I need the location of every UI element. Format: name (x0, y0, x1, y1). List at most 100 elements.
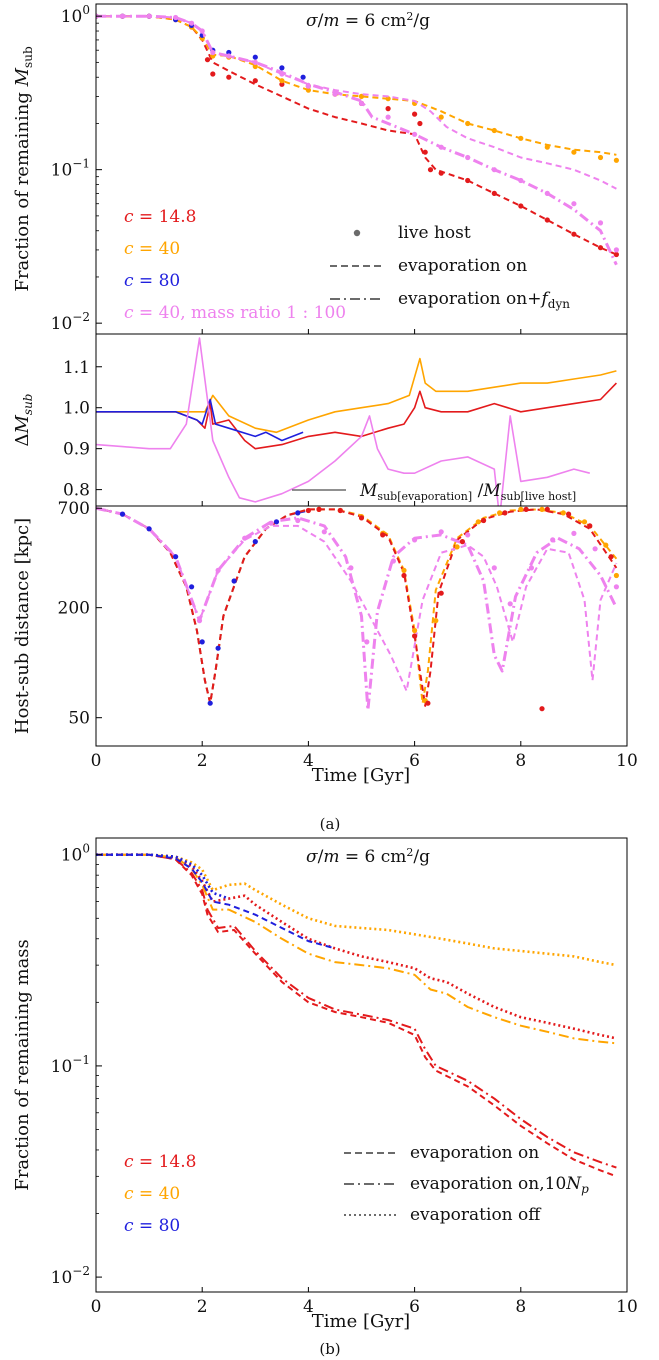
chart-a3-c-40-mass-ratio-1-100-point (613, 584, 620, 590)
chart-a1-c-80-point (279, 65, 285, 71)
chart-a3-c-14-8-point (502, 510, 508, 516)
chart-a3-c-80-point (207, 700, 213, 706)
legend-b-evapoff: evaporation off (410, 1205, 542, 1225)
y-axis-label-distance: Host-sub distance [kpc] (12, 518, 33, 734)
chart-a1-c-40-point (597, 154, 604, 161)
chart-a3-c-14-8-point (608, 554, 614, 560)
chart-a3-c-14-8-point (523, 506, 529, 512)
chart-a3-c-40-point (497, 510, 503, 516)
chart-a1-c-40-point (438, 114, 444, 120)
chart-a3-c-40-point (412, 627, 418, 634)
chart-a1-c-40-mass-ratio-1-100-point (385, 114, 391, 120)
x-axis-label-b: Time [Gyr] (312, 1311, 410, 1332)
chart-a1-c-40-mass-ratio-1-100-dash-line (96, 15, 617, 190)
chart-a3-c-80-point (273, 519, 280, 525)
chart-a1-c-40-dash-line (96, 15, 617, 156)
chart-a3-c-40-mass-ratio-1-100-point (438, 529, 444, 535)
legend-b-c14: c = 14.8 (124, 1152, 196, 1172)
legend-a-evap-fdyn: evaporation on+fdyn (398, 289, 570, 311)
chart-a1-c-14-8-point (226, 74, 232, 80)
chart-a3-c-14-8-point (358, 515, 365, 521)
chart-a1-c-40-point (613, 157, 620, 163)
chart-a3-c-14-8-point (438, 590, 444, 596)
legend-a-c40: c = 40 (124, 239, 180, 259)
chart-a1-c-14-8-point (417, 120, 423, 127)
chart-a3-c-80-dash-line (96, 507, 309, 705)
chart-a1-c-40-mass-ratio-1-100-point (571, 201, 577, 207)
chart-a3-c-80-point (252, 539, 258, 545)
chart-a3-c-80-point (146, 526, 152, 532)
chart-a3-c-14-8-point (401, 572, 407, 579)
x-tick-label: 10 (616, 751, 638, 771)
chart-a1-c-14-8-point (427, 167, 434, 173)
x-tick-label: 8 (515, 1297, 526, 1317)
caption-a: (a) (320, 815, 341, 833)
chart-a3-c-40-mass-ratio-1-100-point (215, 567, 221, 574)
chart-a3-c-40-dash-line (96, 507, 618, 705)
chart-a1-c-80-point (252, 54, 258, 60)
chart-a1-c-14-8-point (422, 149, 428, 155)
legend-a-live-host-marker (353, 229, 361, 237)
chart-a3-c-14-8-point (566, 511, 572, 517)
legend-a-c40-ratio: c = 40, mass ratio 1 : 100 (124, 303, 346, 323)
chart-a3-c-40-mass-ratio-1-100-point (465, 532, 471, 538)
chart-a2-c-40-mass-ratio-1-100-solid-line (96, 337, 590, 506)
chart-a3-c-40-point (613, 572, 620, 579)
x-tick-label: 0 (91, 751, 102, 771)
chart-a1-c-14-8-point (252, 78, 258, 84)
chart-a1-c-14-8-point (204, 57, 211, 63)
chart-a3-c-40-mass-ratio-1-100-point (348, 565, 354, 571)
chart-a3-c-40-point (539, 506, 545, 512)
chart-a1-c-14-8-point (210, 71, 216, 77)
chart-a1-c-14-8-point (279, 81, 285, 87)
chart-a3-c-80-point (189, 584, 195, 590)
chart-a3-c-80-point (173, 554, 179, 560)
chart-b-c-14-8-dash-line (96, 853, 617, 1178)
chart-b-c-80-dash-line (96, 853, 336, 950)
chart-a3-c-40-point (401, 567, 407, 574)
chart-a3-c-80-point (295, 510, 301, 516)
chart-a3-c-14-8-point (425, 700, 431, 706)
chart-a3-c-80-point (215, 645, 221, 651)
y-tick-label: 10−2 (51, 310, 90, 334)
chart-a1-c-40-mass-ratio-1-100-point (597, 220, 604, 226)
y-tick-label: 1.1 (63, 358, 90, 378)
panel-a-frame (95, 3, 628, 747)
y-axis-label-fraction-msub: Fraction of remaining Msub (12, 46, 35, 292)
legend-a-evap: evaporation on (398, 256, 527, 276)
chart-a3-c-40-mass-ratio-1-100-point (295, 517, 301, 524)
chart-a3-c-40-point (581, 519, 588, 525)
y-tick-label: 1.0 (63, 399, 90, 419)
y-axis-label-delta-msub: ΔMsub (12, 393, 35, 446)
chart-a3-c-40-mass-ratio-1-100-point (196, 618, 203, 624)
panel-b-title: σ/m = 6 cm2/g (306, 846, 430, 867)
y-tick-label: 50 (68, 709, 90, 729)
legend-b-evap: evaporation on (410, 1143, 539, 1163)
chart-a3-c-40-mass-ratio-1-100-point (321, 529, 327, 535)
caption-b: (b) (319, 1340, 340, 1358)
y-tick-label: 10−2 (51, 1264, 90, 1288)
chart-a3-c-40-point (454, 544, 460, 550)
chart-a3-c-40-mass-ratio-1-100-point (242, 535, 248, 541)
chart-a3-c-14-8-point (412, 633, 418, 639)
panel-a-delta-msub (96, 337, 617, 506)
chart-a3-c-40-mass-ratio-1-100-point (268, 520, 274, 526)
chart-a3-c-80-point (119, 511, 126, 517)
chart-a1-c-40-point (571, 149, 577, 155)
y-tick-label: 10−1 (51, 157, 90, 181)
y-tick-label: 0.9 (63, 440, 90, 460)
chart-b-c-80-dot-line (96, 853, 230, 900)
chart-a1-c-14-8-dash-line (96, 15, 617, 256)
chart-a3-c-40-point (560, 510, 566, 516)
y-tick-label: 100 (61, 842, 90, 866)
chart-a3-c-14-8-point (380, 532, 386, 538)
legend-b-evap10: evaporation on,10Np (410, 1174, 589, 1196)
chart-a1-c-14-8-point (412, 111, 418, 117)
x-tick-label: 6 (409, 1297, 420, 1317)
y-tick-label: 700 (58, 499, 90, 519)
chart-a2-c-80-solid-line (96, 398, 304, 442)
axes-ticks: 100 10−1 10−2 0.8 0.9 1.0 1.1 0 2 4 6 8 10 50 200 700 0 2… (51, 3, 638, 1317)
legend-a2-ratio: Msub[evaporation] /Msub[live host] (359, 481, 576, 503)
y-tick-label: 10−1 (51, 1053, 90, 1077)
